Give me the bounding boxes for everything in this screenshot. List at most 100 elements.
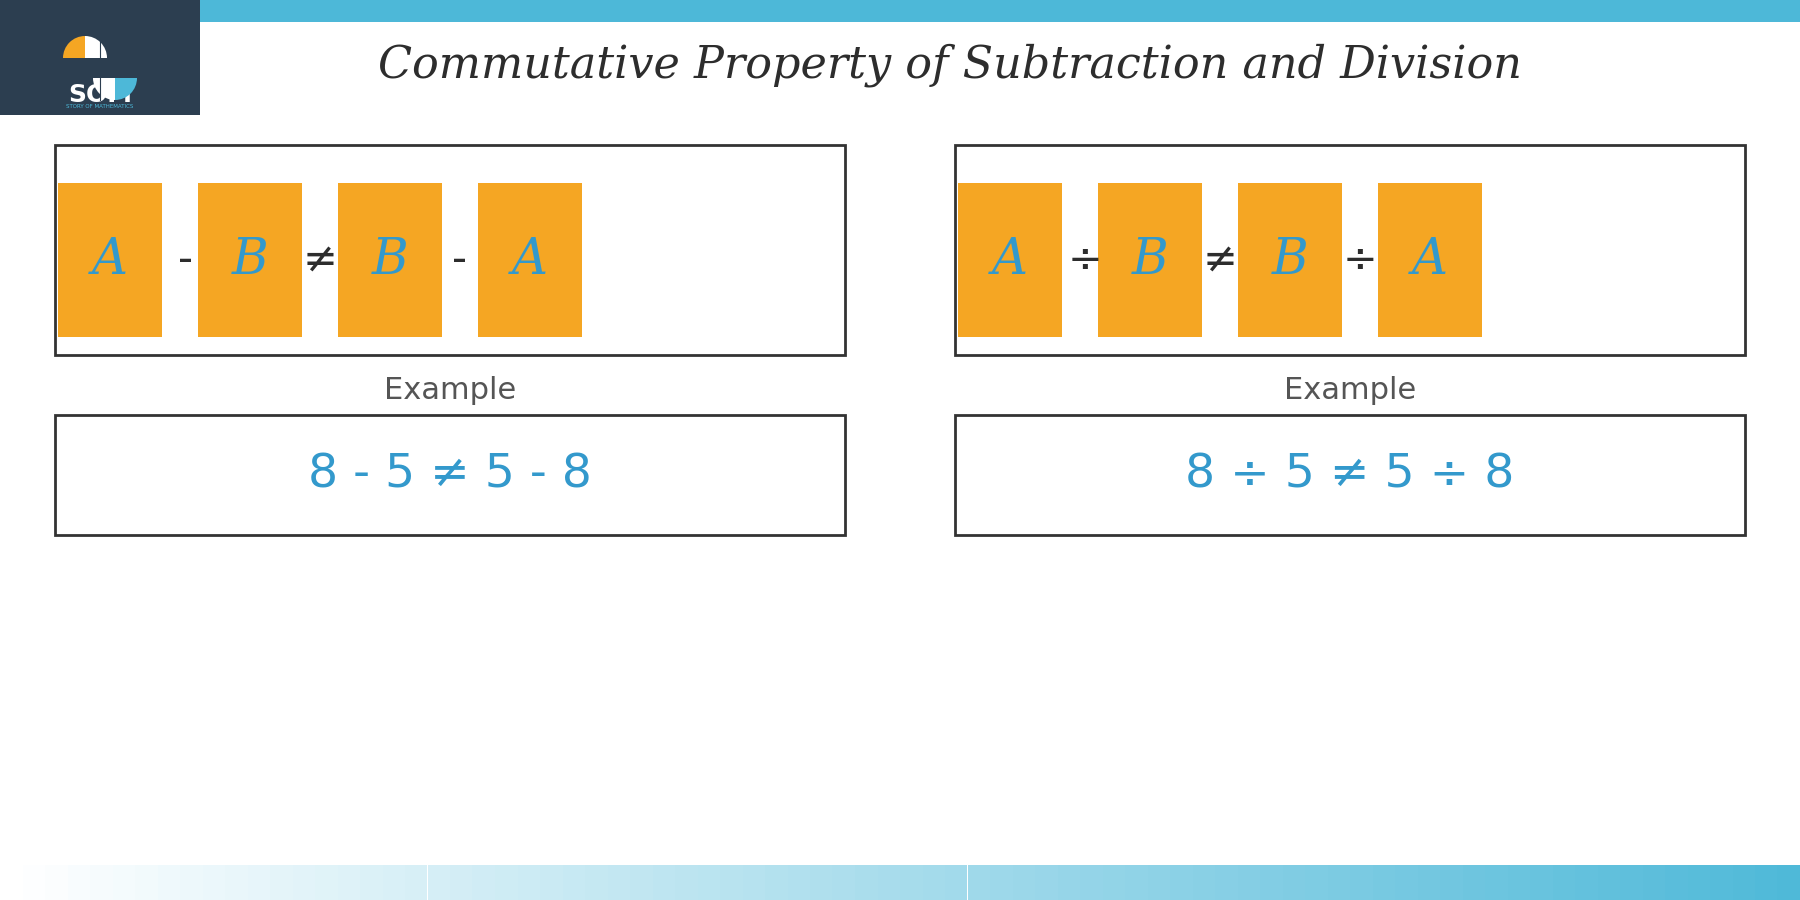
Bar — [112, 865, 135, 900]
Bar — [1755, 865, 1778, 900]
Text: ≠: ≠ — [1202, 239, 1237, 281]
Bar — [428, 865, 450, 900]
Bar — [1058, 865, 1080, 900]
Bar — [675, 865, 698, 900]
Text: B: B — [1271, 235, 1309, 284]
FancyBboxPatch shape — [0, 0, 200, 115]
FancyBboxPatch shape — [1098, 183, 1202, 337]
Bar — [585, 865, 608, 900]
Bar — [1777, 865, 1800, 900]
Text: A: A — [1411, 235, 1447, 284]
Bar — [202, 865, 225, 900]
Bar — [742, 865, 765, 900]
Bar — [1080, 865, 1102, 900]
Wedge shape — [94, 78, 115, 100]
Bar — [1035, 865, 1058, 900]
Bar — [720, 865, 742, 900]
Bar — [518, 865, 540, 900]
Text: B: B — [232, 235, 268, 284]
Text: A: A — [511, 235, 547, 284]
Bar — [0, 0, 1800, 22]
Bar — [1305, 865, 1328, 900]
Bar — [405, 865, 427, 900]
Bar — [248, 865, 270, 900]
Bar — [158, 865, 180, 900]
Bar — [878, 865, 900, 900]
Bar — [1192, 865, 1215, 900]
Bar — [945, 865, 968, 900]
Bar — [382, 865, 405, 900]
Bar — [45, 865, 68, 900]
Text: B: B — [1132, 235, 1168, 284]
FancyBboxPatch shape — [958, 183, 1062, 337]
Bar — [1170, 865, 1192, 900]
Bar — [900, 865, 922, 900]
Bar — [1440, 865, 1462, 900]
Text: ≠: ≠ — [302, 239, 337, 281]
Bar — [990, 865, 1012, 900]
Bar — [1148, 865, 1170, 900]
Bar — [270, 865, 292, 900]
Bar — [1350, 865, 1372, 900]
Bar — [608, 865, 630, 900]
Bar — [922, 865, 945, 900]
Bar — [968, 865, 990, 900]
Bar — [1462, 865, 1485, 900]
Text: -: - — [452, 239, 468, 281]
Bar — [1418, 865, 1440, 900]
Bar — [1575, 865, 1598, 900]
Bar — [1372, 865, 1395, 900]
Text: B: B — [371, 235, 409, 284]
Bar — [652, 865, 675, 900]
FancyBboxPatch shape — [56, 145, 844, 355]
Bar — [765, 865, 788, 900]
Bar — [22, 865, 45, 900]
FancyBboxPatch shape — [1379, 183, 1481, 337]
FancyBboxPatch shape — [956, 145, 1744, 355]
Bar — [562, 865, 585, 900]
Bar — [338, 865, 360, 900]
FancyBboxPatch shape — [198, 183, 302, 337]
Text: ÷: ÷ — [1067, 239, 1102, 281]
Bar — [1642, 865, 1665, 900]
Text: A: A — [992, 235, 1028, 284]
Text: 8 - 5 ≠ 5 - 8: 8 - 5 ≠ 5 - 8 — [308, 453, 592, 498]
Bar — [1125, 865, 1148, 900]
Wedge shape — [63, 36, 85, 58]
Bar — [1508, 865, 1530, 900]
Text: A: A — [92, 235, 128, 284]
Bar — [1260, 865, 1282, 900]
Bar — [90, 865, 112, 900]
Text: Commutative Property of Subtraction and Division: Commutative Property of Subtraction and … — [378, 43, 1523, 86]
FancyBboxPatch shape — [56, 415, 844, 535]
Bar — [1530, 865, 1552, 900]
Bar — [1552, 865, 1575, 900]
Bar — [1328, 865, 1350, 900]
Bar — [1238, 865, 1260, 900]
Bar — [225, 865, 248, 900]
Bar — [832, 865, 855, 900]
Bar — [788, 865, 810, 900]
FancyBboxPatch shape — [956, 415, 1744, 535]
Bar — [1012, 865, 1035, 900]
Text: ÷: ÷ — [1343, 239, 1377, 281]
FancyBboxPatch shape — [338, 183, 443, 337]
Bar — [360, 865, 382, 900]
Wedge shape — [115, 78, 137, 100]
Bar — [1282, 865, 1305, 900]
Text: STORY OF MATHEMATICS: STORY OF MATHEMATICS — [67, 104, 133, 110]
Bar — [1102, 865, 1125, 900]
Bar — [180, 865, 202, 900]
Bar — [472, 865, 495, 900]
Bar — [1620, 865, 1643, 900]
FancyBboxPatch shape — [1238, 183, 1343, 337]
Text: Example: Example — [1283, 375, 1417, 404]
Bar — [1215, 865, 1238, 900]
Bar — [540, 865, 562, 900]
Bar — [0, 865, 22, 900]
FancyBboxPatch shape — [58, 183, 162, 337]
Bar — [855, 865, 878, 900]
Bar — [1688, 865, 1710, 900]
Bar — [1665, 865, 1688, 900]
Bar — [1710, 865, 1733, 900]
